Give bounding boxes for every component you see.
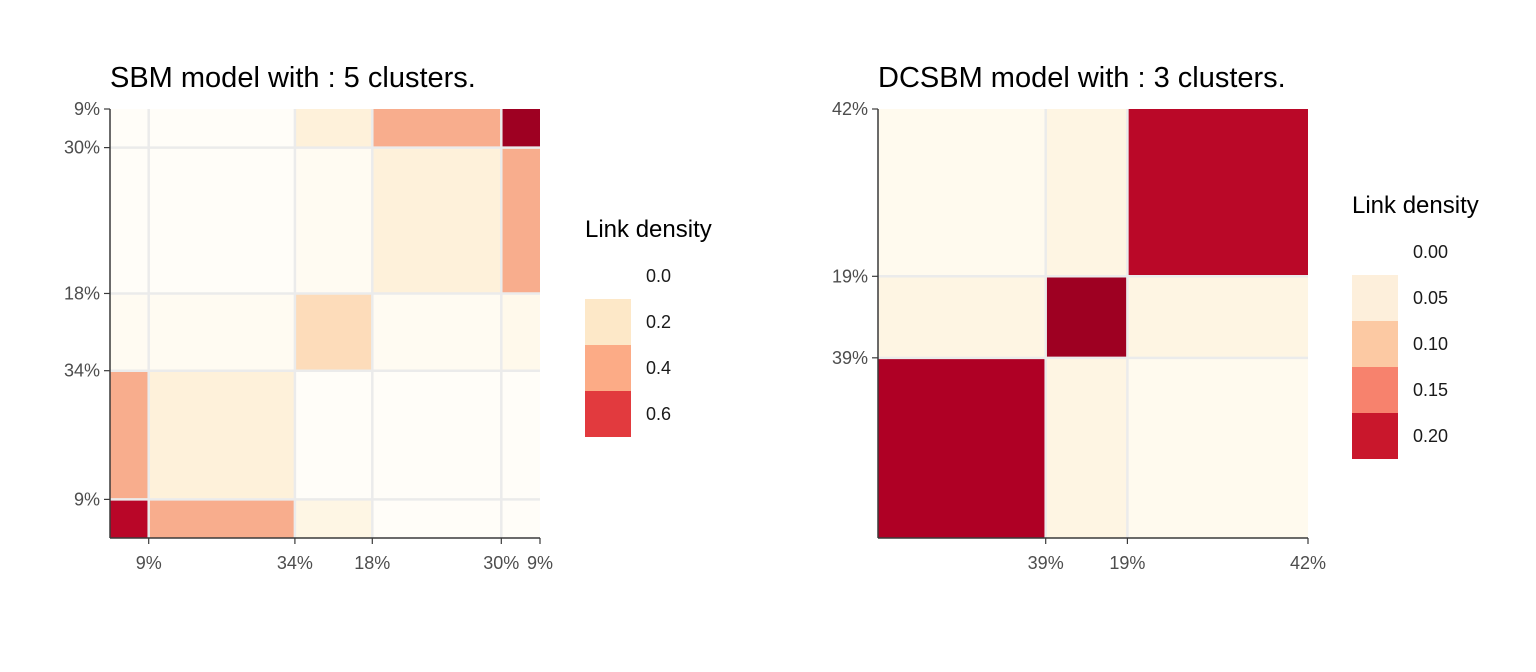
heatmap-cell xyxy=(1045,276,1128,358)
heatmap-cell xyxy=(148,109,295,148)
heatmap-panel-2: DCSBM model with : 3 clusters. 42% 19% 39% 3… xyxy=(832,62,1479,573)
heatmap-cell xyxy=(501,293,540,371)
heatmap-cell xyxy=(372,147,502,294)
x-tick-label: 42% xyxy=(1290,553,1326,573)
heatmap-panel-1: SBM model with : 5 clusters. 9% 30% 18% 34% 9… xyxy=(64,62,712,573)
heatmap-cell xyxy=(1127,357,1308,538)
x-tick-label: 9% xyxy=(527,553,553,573)
heatmap-cell xyxy=(1045,357,1128,538)
legend-swatch xyxy=(1352,229,1398,275)
heatmap-cell xyxy=(878,276,1046,358)
legend: Link density 0.00 0.05 0.10 0.15 0.20 xyxy=(1352,192,1479,459)
heatmap-cell xyxy=(501,109,540,148)
heatmap-cell xyxy=(372,370,502,500)
legend-swatch xyxy=(585,345,631,391)
y-tick-label: 9% xyxy=(74,489,100,509)
heatmap-cell xyxy=(294,370,373,500)
y-tick-label: 18% xyxy=(64,283,100,303)
legend-title: Link density xyxy=(1352,192,1479,219)
x-tick-label: 9% xyxy=(136,553,162,573)
y-tick-label: 19% xyxy=(832,266,868,286)
x-tick-label: 18% xyxy=(354,553,390,573)
legend-swatch xyxy=(1352,275,1398,321)
heatmap-cell xyxy=(1045,109,1128,277)
heatmap-cell xyxy=(1127,109,1308,277)
legend-swatch xyxy=(585,391,631,437)
heatmap-cell xyxy=(372,499,502,538)
legend-label: 0.0 xyxy=(646,266,671,286)
heatmap-cell xyxy=(110,293,149,371)
heatmap-cell xyxy=(294,499,373,538)
x-tick-label: 30% xyxy=(483,553,519,573)
legend-swatch xyxy=(1352,413,1398,459)
legend-label: 0.6 xyxy=(646,404,671,424)
chart-title: DCSBM model with : 3 clusters. xyxy=(878,62,1286,94)
heatmap-cell xyxy=(878,357,1046,538)
legend-label: 0.00 xyxy=(1413,242,1448,262)
y-tick-label: 42% xyxy=(832,99,868,119)
heatmap-cell xyxy=(110,147,149,294)
heatmap-cell xyxy=(148,293,295,371)
legend-swatch xyxy=(1352,367,1398,413)
legend-label: 0.20 xyxy=(1413,426,1448,446)
x-tick-label: 39% xyxy=(1028,553,1064,573)
heatmap-cell xyxy=(294,293,373,371)
legend-title: Link density xyxy=(585,216,712,243)
y-tick-label: 30% xyxy=(64,138,100,158)
heatmap-cell xyxy=(294,147,373,294)
legend-swatch xyxy=(585,299,631,345)
heatmap-cell xyxy=(878,109,1046,277)
legend-swatch xyxy=(585,253,631,299)
legend-label: 0.05 xyxy=(1413,288,1448,308)
y-tick-label: 9% xyxy=(74,99,100,119)
legend-label: 0.2 xyxy=(646,312,671,332)
heatmap-cell xyxy=(148,370,295,500)
chart-title: SBM model with : 5 clusters. xyxy=(110,62,476,94)
legend: Link density 0.0 0.2 0.4 0.6 xyxy=(585,216,712,437)
legend-label: 0.4 xyxy=(646,358,671,378)
y-tick-label: 34% xyxy=(64,361,100,381)
legend-swatch xyxy=(1352,321,1398,367)
heatmap-cell xyxy=(110,370,149,500)
heatmap-cell xyxy=(372,293,502,371)
legend-label: 0.10 xyxy=(1413,334,1448,354)
heatmap-cell xyxy=(148,147,295,294)
heatmap-cell xyxy=(148,499,295,538)
legend-label: 0.15 xyxy=(1413,380,1448,400)
heatmap-cell xyxy=(372,109,502,148)
heatmap-cell xyxy=(294,109,373,148)
heatmap-cell xyxy=(110,109,149,148)
heatmap-cell xyxy=(501,147,540,294)
heatmap-cell xyxy=(501,370,540,500)
y-tick-label: 39% xyxy=(832,348,868,368)
heatmap-cell xyxy=(110,499,149,538)
heatmap-cell xyxy=(1127,276,1308,358)
x-tick-label: 34% xyxy=(277,553,313,573)
x-tick-label: 19% xyxy=(1109,553,1145,573)
heatmap-cell xyxy=(501,499,540,538)
